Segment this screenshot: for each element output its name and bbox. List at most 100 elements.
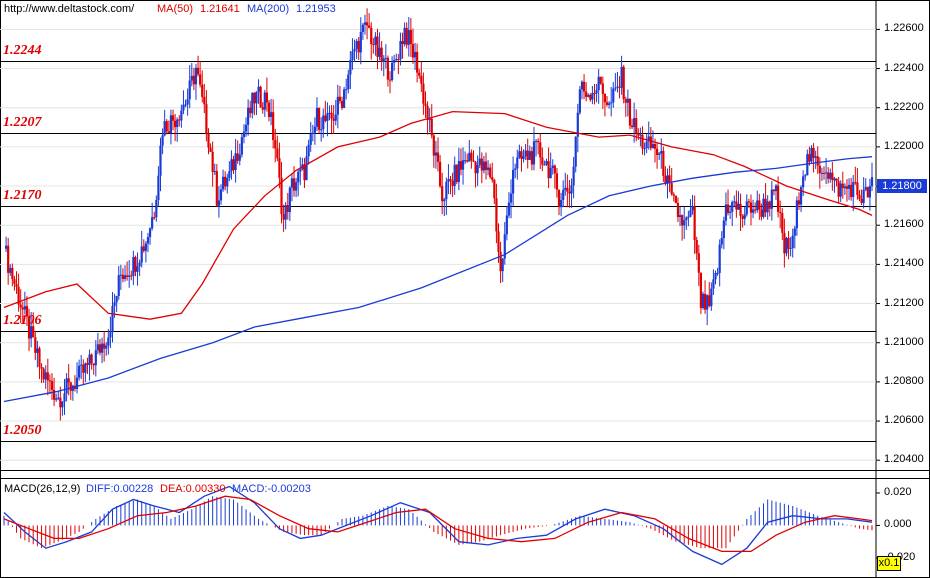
- candle-body: [622, 66, 625, 100]
- candle-body: [297, 171, 300, 183]
- candle-body: [641, 134, 644, 149]
- candle-body: [274, 140, 277, 149]
- candle-body: [645, 141, 648, 149]
- candle-body: [390, 62, 394, 80]
- candle-body: [806, 154, 809, 176]
- candle-body: [50, 381, 54, 390]
- candle-body: [82, 364, 85, 373]
- candle-body: [745, 201, 748, 215]
- candle-body: [580, 81, 584, 90]
- candle-body: [42, 368, 45, 380]
- candle-body: [232, 159, 235, 171]
- candle-body: [211, 152, 214, 173]
- candle-body: [530, 151, 533, 165]
- candle-body: [576, 112, 579, 137]
- candle-body: [570, 185, 573, 194]
- candle-body: [637, 133, 640, 136]
- candle-body: [703, 293, 707, 310]
- candle-body: [299, 169, 302, 172]
- candle-body: [735, 201, 738, 210]
- price-tick-label: 1.22200: [884, 100, 924, 113]
- candle-body: [601, 83, 604, 94]
- candle-body: [718, 244, 721, 273]
- ma200-label: MA(200): [247, 3, 290, 15]
- candle-body: [852, 182, 855, 198]
- candle-body: [409, 29, 412, 45]
- candle-body: [153, 217, 156, 219]
- price-tick-label: 1.22600: [884, 22, 924, 35]
- macd-tick-label: 0.020: [884, 485, 912, 498]
- candle-body: [259, 86, 262, 108]
- candle-body: [522, 156, 525, 159]
- candle-body: [44, 372, 47, 380]
- candle-body: [762, 198, 765, 217]
- candle-body: [837, 181, 840, 197]
- candle-body: [658, 153, 661, 155]
- candle-body: [870, 177, 874, 187]
- candle-body: [447, 179, 450, 182]
- candle-body: [791, 235, 794, 248]
- candle-body: [547, 161, 550, 179]
- candle-body: [207, 133, 210, 148]
- candle-body: [349, 59, 352, 75]
- candle-body: [862, 189, 865, 203]
- candle-body: [822, 172, 826, 174]
- candle-body: [173, 120, 177, 128]
- candle-body: [418, 72, 421, 76]
- candle-body: [399, 41, 402, 60]
- candle-body: [620, 66, 623, 88]
- candle-body: [378, 47, 381, 57]
- sr-label: 1.2106: [3, 312, 42, 328]
- candle-body: [587, 94, 590, 97]
- source-url[interactable]: http://www.deltastock.com/: [4, 3, 135, 15]
- candle-body: [94, 350, 97, 366]
- candle-body: [65, 378, 68, 394]
- candle-body: [288, 187, 291, 213]
- candle-body: [845, 186, 849, 189]
- candle-body: [524, 150, 527, 157]
- candle-body: [413, 51, 417, 58]
- candle-body: [676, 202, 680, 217]
- candle-body: [165, 121, 168, 132]
- candle-body: [88, 354, 91, 365]
- candle-body: [334, 114, 337, 121]
- candle-body: [787, 237, 790, 249]
- candle-body: [543, 164, 546, 166]
- candle-body: [541, 157, 544, 165]
- candle-body: [797, 200, 801, 205]
- candle-body: [518, 151, 521, 158]
- candle-body: [764, 198, 767, 213]
- candle-body: [278, 158, 281, 178]
- candle-body: [726, 204, 730, 213]
- candle-body: [336, 96, 339, 115]
- candle-body: [491, 177, 494, 180]
- candle-body: [182, 104, 185, 111]
- candle-body: [539, 142, 542, 158]
- candle-body: [731, 202, 734, 212]
- candle-body: [244, 124, 248, 132]
- candle-body: [320, 129, 323, 131]
- ma50-label: MA(50): [157, 3, 194, 15]
- candle-body: [597, 76, 600, 91]
- candle-body: [856, 182, 859, 195]
- candle-body: [242, 131, 246, 138]
- candle-body: [751, 209, 755, 213]
- candle-body: [386, 57, 390, 80]
- candle-body: [424, 103, 427, 106]
- candle-body: [436, 152, 440, 162]
- candle-body: [255, 91, 258, 104]
- candle-body: [486, 167, 490, 170]
- candle-body: [98, 344, 102, 353]
- candle-body: [441, 186, 444, 202]
- candle-body: [820, 172, 824, 174]
- zoom-button[interactable]: x0.1: [877, 556, 901, 571]
- candle-body: [484, 161, 488, 170]
- candle-body: [111, 306, 114, 333]
- candle-body: [457, 161, 460, 183]
- candle-body: [835, 178, 838, 182]
- candle-body: [388, 79, 392, 81]
- candle-body: [38, 348, 41, 367]
- candle-body: [361, 24, 364, 32]
- candle-body: [520, 151, 523, 159]
- candle-body: [422, 83, 425, 104]
